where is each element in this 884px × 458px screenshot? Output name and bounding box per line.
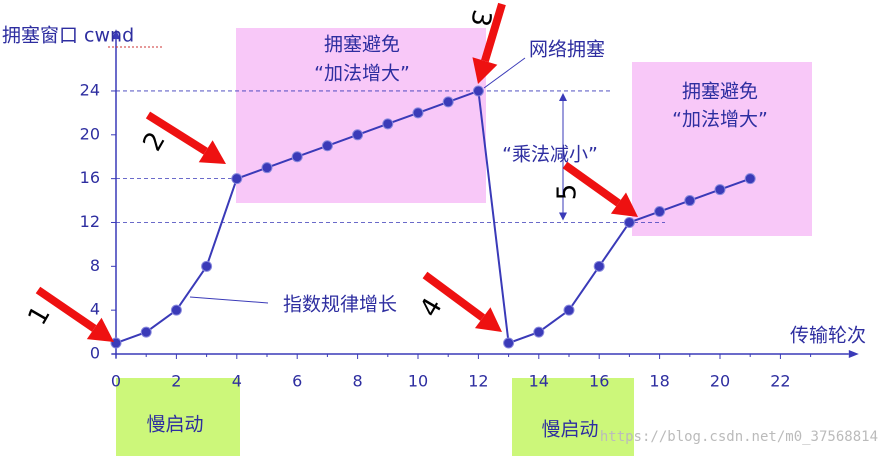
- x-tick-label: 10: [408, 372, 428, 391]
- x-tick-label: 0: [111, 372, 121, 391]
- y-tick-label: 20: [80, 124, 100, 143]
- arrow-label: 2: [137, 127, 171, 156]
- x-axis-arrow: [848, 350, 859, 358]
- red-arrow: [422, 271, 486, 321]
- annotation: “乘法减小”: [502, 144, 598, 166]
- cwnd-point: [110, 337, 122, 349]
- red-arrow-head: [610, 192, 638, 217]
- x-tick-label: 2: [171, 372, 181, 391]
- arrow-label: 5: [553, 184, 583, 201]
- x-tick-label: 12: [468, 372, 488, 391]
- x-tick-label: 6: [292, 372, 302, 391]
- annotation: “加法增大”: [672, 109, 768, 131]
- arrow-label: 3: [464, 7, 496, 29]
- x-tick-label: 20: [710, 372, 730, 391]
- cwnd-point: [744, 173, 756, 185]
- reduce-head: [559, 92, 567, 101]
- annotation: 网络拥塞: [529, 39, 605, 61]
- cwnd-point: [533, 326, 545, 338]
- annotation: “加法增大”: [314, 63, 410, 85]
- y-tick-label: 24: [80, 80, 100, 99]
- annotation: 拥塞避免: [682, 81, 758, 103]
- y-axis-arrow: [112, 29, 120, 40]
- cwnd-point: [412, 107, 424, 119]
- cwnd-point: [140, 326, 152, 338]
- y-axis-label: 拥塞窗口 cwnd: [2, 25, 134, 47]
- cwnd-point: [684, 195, 696, 207]
- cwnd-point: [623, 216, 635, 228]
- cwnd-point: [503, 337, 515, 349]
- red-arrow: [481, 2, 506, 63]
- x-tick-label: 14: [529, 372, 549, 391]
- red-arrow-head: [474, 307, 502, 332]
- red-arrow-head: [86, 317, 114, 342]
- cwnd-point: [654, 206, 666, 218]
- watermark: https://blog.csdn.net/m0_37568814: [600, 429, 878, 445]
- annotation: 拥塞避免: [324, 34, 400, 56]
- cwnd-point: [472, 85, 484, 97]
- arrow-label: 4: [414, 293, 448, 322]
- x-tick-label: 4: [232, 372, 242, 391]
- x-tick-label: 22: [770, 372, 790, 391]
- annotation: 慢启动: [146, 414, 203, 436]
- red-arrow-head: [198, 140, 226, 164]
- y-tick-label: 16: [80, 168, 100, 187]
- x-tick-label: 18: [649, 372, 669, 391]
- annotation: 慢启动: [541, 419, 598, 441]
- cwnd-line: [115, 89, 751, 345]
- pointer: [483, 57, 526, 89]
- cwnd-point: [291, 151, 303, 163]
- red-arrow: [562, 161, 621, 207]
- cwnd-point: [201, 260, 213, 272]
- reduce-head: [559, 212, 567, 221]
- cwnd-point: [170, 304, 182, 316]
- annotation: 指数规律增长: [283, 294, 397, 316]
- x-tick-label: 8: [353, 372, 363, 391]
- cwnd-point: [563, 304, 575, 316]
- slow-start-box: [512, 378, 634, 456]
- cwnd-point: [442, 96, 454, 108]
- y-tick-label: 12: [80, 212, 100, 231]
- arrow-label: 1: [22, 301, 56, 330]
- cwnd-point: [593, 260, 605, 272]
- y-tick-label: 0: [90, 344, 100, 363]
- cwnd-point: [231, 173, 243, 185]
- x-tick-label: 16: [589, 372, 609, 391]
- cwnd-point: [352, 129, 364, 141]
- y-tick-label: 8: [90, 256, 100, 275]
- cwnd-point: [321, 140, 333, 152]
- slow-start-box: [116, 378, 240, 456]
- red-arrow: [35, 286, 97, 332]
- avoid-box: [236, 28, 486, 203]
- red-arrow-head: [472, 57, 498, 84]
- cwnd-point: [261, 162, 273, 174]
- x-axis-label: 传输轮次: [790, 325, 866, 347]
- cwnd-point: [714, 184, 726, 196]
- red-arrow: [145, 111, 208, 155]
- pointer: [189, 296, 269, 304]
- cwnd-point: [382, 118, 394, 130]
- y-tick-label: 4: [90, 300, 100, 319]
